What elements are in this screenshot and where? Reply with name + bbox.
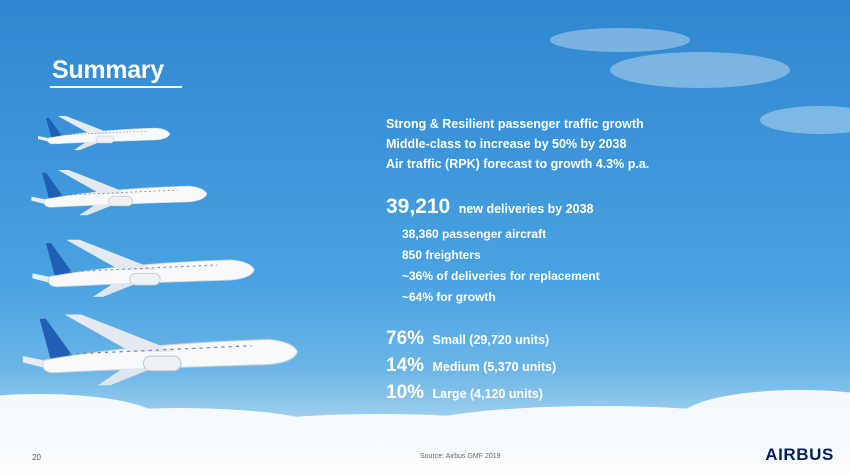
deliveries-block: 39,210 new deliveries by 2038 38,360 pas…: [386, 194, 826, 308]
source-note: Source: Airbus GMF 2019: [420, 453, 501, 460]
airbus-logo: AIRBUS: [765, 445, 834, 464]
mix-percent: 14%: [386, 355, 425, 376]
mix-label: Large (4,120 units): [432, 387, 543, 401]
slide-title: Summary: [52, 56, 164, 84]
summary-content: Strong & Resilient passenger traffic gro…: [386, 114, 826, 407]
deliveries-detail: 38,360 passenger aircraft: [402, 227, 547, 241]
deliveries-number: 39,210: [386, 195, 451, 218]
intro-lines: Strong & Resilient passenger traffic gro…: [386, 114, 826, 174]
airplane-a220: [37, 115, 171, 151]
mix-row-large: 10% Large (4,120 units): [386, 380, 826, 407]
intro-line: Middle-class to increase by 50% by 2038: [386, 137, 627, 151]
deliveries-text: new deliveries by 2038: [458, 202, 594, 216]
airplane-a350: [21, 313, 299, 387]
airplane-a330: [31, 238, 256, 298]
mix-row-small: 76% Small (29,720 units): [386, 326, 826, 353]
deliveries-headline: 39,210 new deliveries by 2038: [386, 194, 826, 222]
mix-label: Medium (5,370 units): [432, 360, 557, 374]
market-mix: 76% Small (29,720 units) 14% Medium (5,3…: [386, 326, 826, 407]
deliveries-details: 38,360 passenger aircraft 850 freighters…: [402, 224, 826, 308]
airplane-a320: [30, 169, 208, 216]
mix-percent: 76%: [386, 328, 425, 349]
intro-line: Air traffic (RPK) forecast to growth 4.3…: [386, 157, 650, 171]
deliveries-detail: 850 freighters: [402, 248, 481, 262]
deliveries-detail: ~64% for growth: [402, 290, 496, 304]
deliveries-detail: ~36% of deliveries for replacement: [402, 269, 600, 283]
page-number: 20: [32, 453, 41, 462]
mix-percent: 10%: [386, 382, 425, 403]
mix-label: Small (29,720 units): [432, 333, 550, 347]
title-underline: [50, 86, 182, 88]
intro-line: Strong & Resilient passenger traffic gro…: [386, 117, 644, 131]
mix-row-medium: 14% Medium (5,370 units): [386, 353, 826, 380]
